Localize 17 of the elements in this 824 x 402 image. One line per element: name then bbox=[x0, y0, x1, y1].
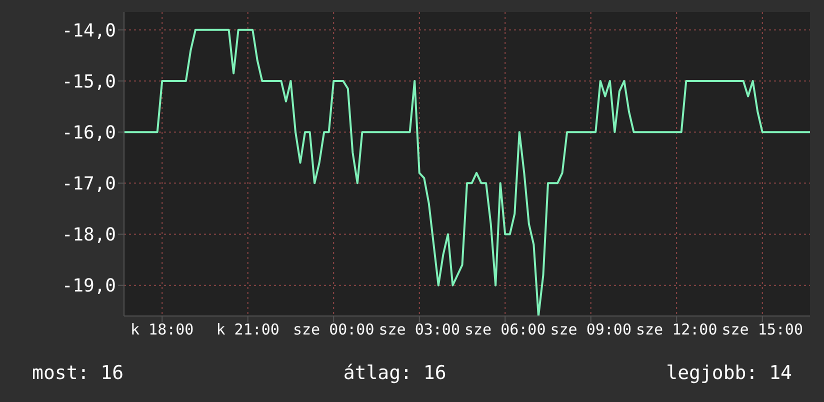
y-tick-label: -14,0 bbox=[62, 20, 116, 42]
x-tick-label: k 18:00 bbox=[130, 320, 194, 339]
y-tick-label: -15,0 bbox=[62, 71, 116, 92]
y-tick-label: -17,0 bbox=[62, 174, 116, 195]
x-tick-label: sze 03:00 bbox=[378, 320, 460, 339]
text: átlag: 16 bbox=[343, 362, 446, 384]
text: legjobb: 14 bbox=[666, 362, 792, 384]
x-tick-label: k 21:00 bbox=[216, 320, 280, 339]
x-tick-label: sze 12:00 bbox=[636, 320, 718, 339]
x-tick-label: sze 00:00 bbox=[292, 320, 374, 339]
y-tick-label: -18,0 bbox=[62, 224, 116, 246]
x-tick-label: sze 09:00 bbox=[550, 320, 632, 339]
y-tick-label: -16,0 bbox=[62, 122, 116, 144]
text: most: 16 bbox=[32, 362, 124, 384]
x-tick-label: sze 06:00 bbox=[464, 320, 546, 339]
y-tick-label: -19,0 bbox=[62, 276, 116, 297]
x-tick-label: sze 15:00 bbox=[722, 320, 803, 339]
